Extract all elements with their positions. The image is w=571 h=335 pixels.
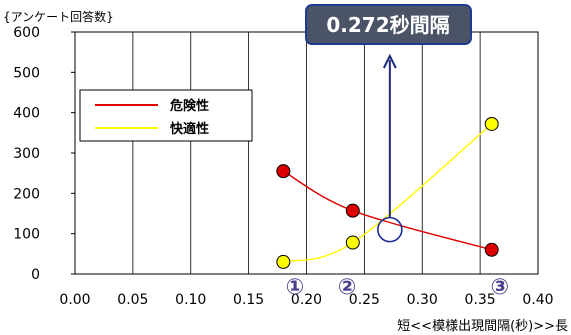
callout-box [305,4,472,45]
x-axis-label: 短<<模様出現間隔(秒)>>長 [397,319,568,334]
x-tick-label: 0.05 [117,292,148,308]
legend: 危険性 快適性 [79,89,253,142]
legend-label-danger: 危険性 [170,98,209,114]
callout: 0.272秒間隔 [305,4,472,45]
x-tick-label: 0.20 [291,292,322,308]
series-line-danger [283,170,492,251]
y-tick-label: 200 [13,186,40,202]
data-point-comfort [345,235,360,250]
legend-box [79,89,253,142]
x-tick-label: 0.40 [522,292,553,308]
grid-lines [132,32,481,274]
callout-arrow-head [382,53,397,69]
data-point-comfort [276,254,291,269]
y-tick-label: 300 [13,146,40,162]
series-layer [276,53,499,269]
legend-label-comfort: 快適性 [170,121,209,137]
x-tick-label: 0.00 [59,292,90,308]
x-marker-label: ② [338,275,357,300]
y-tick-label: 600 [13,25,40,41]
axis-ticks: 0.00 0.05 0.10 0.15 0.20 0.25 0.30 0.35 0.40 0 100… [13,25,553,308]
x-marker-label: ① [286,275,305,300]
data-point-danger [345,203,360,218]
x-tick-label: 0.25 [349,292,380,308]
x-tick-label: 0.35 [465,292,496,308]
x-tick-label: 0.15 [233,292,264,308]
y-axis-label: {アンケート回答数} [3,9,114,24]
data-point-danger [484,242,499,257]
intersection-circle [377,216,403,243]
callout-text: 0.272秒間隔 [326,13,449,37]
y-tick-label: 500 [13,65,40,81]
x-tick-label: 0.30 [407,292,438,308]
y-tick-label: 0 [31,267,40,283]
x-marker-label: ③ [490,275,509,300]
x-tick-label: 0.10 [175,292,206,308]
data-point-danger [276,164,291,179]
y-tick-label: 100 [13,227,40,243]
y-tick-label: 400 [13,106,40,122]
data-point-comfort [484,116,499,131]
markers-layer: ① ② ③ [286,275,510,300]
series-line-comfort [283,123,493,263]
